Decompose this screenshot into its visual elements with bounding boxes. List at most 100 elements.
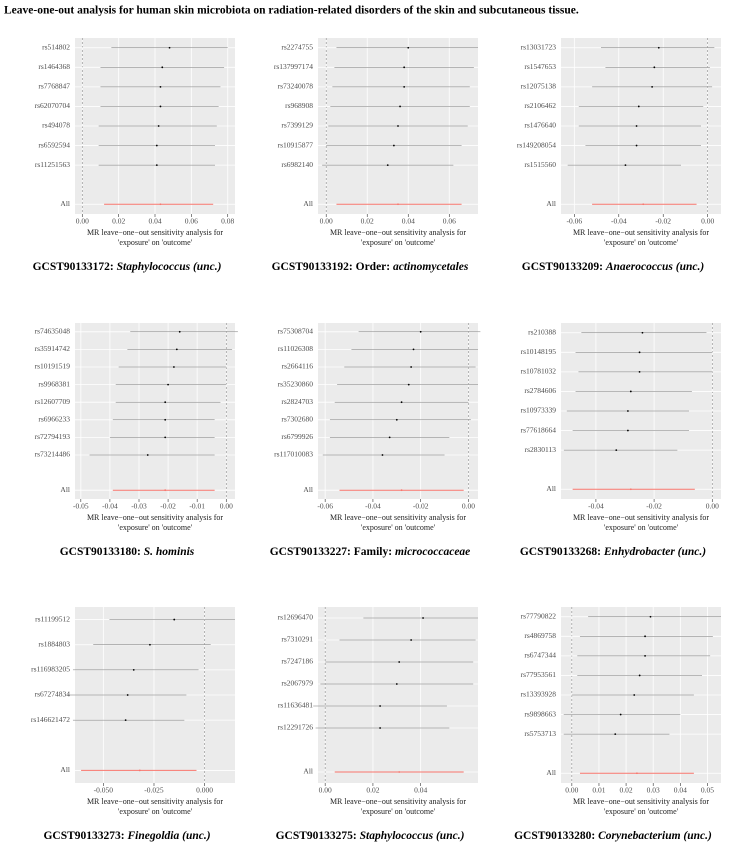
point xyxy=(168,46,171,49)
x-tick-label: 0.000 xyxy=(196,786,213,795)
x-tick-label: 0.00 xyxy=(706,502,719,511)
y-tick-label: rs12075138 xyxy=(521,82,557,91)
point xyxy=(399,105,401,108)
point xyxy=(412,348,415,351)
x-tick-label: 0.04 xyxy=(414,786,427,795)
x-tick-label: -0.05 xyxy=(73,502,89,511)
y-tick-label: rs67274834 xyxy=(35,690,71,699)
x-tick-label: -0.02 xyxy=(160,502,176,511)
point xyxy=(422,617,424,619)
point xyxy=(386,164,389,167)
y-tick-label: rs77953561 xyxy=(521,670,557,679)
x-tick-label: -0.02 xyxy=(413,502,429,511)
y-tick-label: rs75308704 xyxy=(278,327,314,336)
y-tick-label: All xyxy=(546,484,556,493)
summary-point xyxy=(400,489,403,492)
x-axis-label: 'exposure' on 'outcome' xyxy=(361,238,436,247)
point xyxy=(173,618,176,621)
y-tick-label: rs2784606 xyxy=(524,386,556,395)
x-axis-label: 'exposure' on 'outcome' xyxy=(118,523,193,532)
panel-caption: GCST90133209: Anaerococcus (unc.) xyxy=(522,261,705,273)
summary-point xyxy=(138,769,141,772)
caption-id: GCST90133268: xyxy=(520,546,604,558)
x-tick-label: -0.04 xyxy=(588,502,604,511)
point xyxy=(624,164,627,167)
x-tick-label: -0.02 xyxy=(655,217,671,226)
y-tick-label: rs494078 xyxy=(42,121,70,130)
y-tick-label: rs7310291 xyxy=(281,635,313,644)
point xyxy=(403,85,406,88)
point xyxy=(629,390,632,393)
caption-taxon: Staphylococcus (unc.) xyxy=(117,261,222,273)
panel-caption: GCST90133192: Order: actinomycetales xyxy=(272,261,469,273)
point xyxy=(167,383,169,386)
point xyxy=(155,164,158,167)
caption-id: GCST90133227: Family: xyxy=(270,546,395,558)
x-tick-label: -0.01 xyxy=(189,502,205,511)
y-tick-label: rs116983205 xyxy=(31,665,70,674)
y-tick-label: rs77790822 xyxy=(521,611,557,620)
point xyxy=(410,639,413,641)
x-tick-label: -0.06 xyxy=(317,502,333,511)
point xyxy=(419,330,422,333)
point xyxy=(161,66,164,69)
y-tick-label: rs137997174 xyxy=(274,62,313,71)
y-tick-label: rs2664116 xyxy=(282,362,314,371)
y-tick-label: rs2274755 xyxy=(281,42,313,51)
x-tick-label: 0.03 xyxy=(647,786,660,795)
point xyxy=(126,694,129,696)
caption-taxon: Anaerococcus (unc.) xyxy=(605,261,705,273)
x-axis-label: MR leave−one−out sensitivity analysis fo… xyxy=(87,513,223,522)
x-axis-label: MR leave−one−out sensitivity analysis fo… xyxy=(330,228,466,237)
point xyxy=(635,125,638,127)
y-tick-label: rs12607709 xyxy=(35,397,71,406)
point xyxy=(397,125,399,127)
panel-caption: GCST90133172: Staphylococcus (unc.) xyxy=(33,261,222,273)
point xyxy=(132,668,135,671)
y-tick-label: rs73214486 xyxy=(35,450,71,459)
x-axis-label: MR leave−one−out sensitivity analysis fo… xyxy=(573,513,709,522)
y-tick-label: All xyxy=(546,768,556,777)
y-tick-label: rs73240078 xyxy=(278,82,314,91)
x-tick-label: -0.02 xyxy=(646,502,662,511)
point xyxy=(124,719,127,722)
plot-panel xyxy=(75,323,235,499)
y-tick-label: rs146621472 xyxy=(31,715,70,724)
x-axis-label: 'exposure' on 'outcome' xyxy=(361,807,436,816)
y-tick-label: rs9898663 xyxy=(524,709,556,718)
y-tick-label: rs35914742 xyxy=(35,344,71,353)
point xyxy=(379,727,381,729)
x-tick-label: -0.04 xyxy=(365,502,381,511)
y-tick-label: rs2106462 xyxy=(524,101,556,110)
page-title: Leave-one-out analysis for human skin mi… xyxy=(4,5,579,17)
y-tick-label: rs2824703 xyxy=(281,397,313,406)
y-tick-label: rs11199512 xyxy=(35,614,70,623)
y-tick-label: rs11636481 xyxy=(278,701,313,710)
x-tick-label: 0.04 xyxy=(148,217,161,226)
y-tick-label: rs7768847 xyxy=(38,82,70,91)
summary-point xyxy=(642,203,645,206)
point xyxy=(649,615,652,618)
x-tick-label: 0.00 xyxy=(701,217,714,226)
caption-id: GCST90133209: xyxy=(522,261,606,273)
point xyxy=(615,449,618,452)
caption-id: GCST90133280: xyxy=(514,830,598,842)
point xyxy=(410,366,413,368)
y-tick-label: rs13393928 xyxy=(521,690,557,699)
y-tick-label: rs7302680 xyxy=(281,415,313,424)
y-tick-label: rs10973339 xyxy=(521,406,557,415)
caption-id: GCST90133172: xyxy=(33,261,117,273)
x-axis-label: 'exposure' on 'outcome' xyxy=(118,807,193,816)
caption-id: GCST90133273: xyxy=(43,830,127,842)
point xyxy=(395,418,398,421)
point xyxy=(381,454,384,456)
y-tick-label: rs1547653 xyxy=(524,62,556,71)
y-tick-label: rs11251563 xyxy=(35,160,70,169)
y-tick-label: rs10191519 xyxy=(35,362,71,371)
point xyxy=(644,635,646,638)
x-tick-label: 0.00 xyxy=(320,217,333,226)
y-tick-label: rs117010083 xyxy=(274,450,313,459)
x-tick-label: -0.06 xyxy=(567,217,583,226)
summary-point xyxy=(397,203,399,206)
y-tick-label: rs5753713 xyxy=(524,729,556,738)
